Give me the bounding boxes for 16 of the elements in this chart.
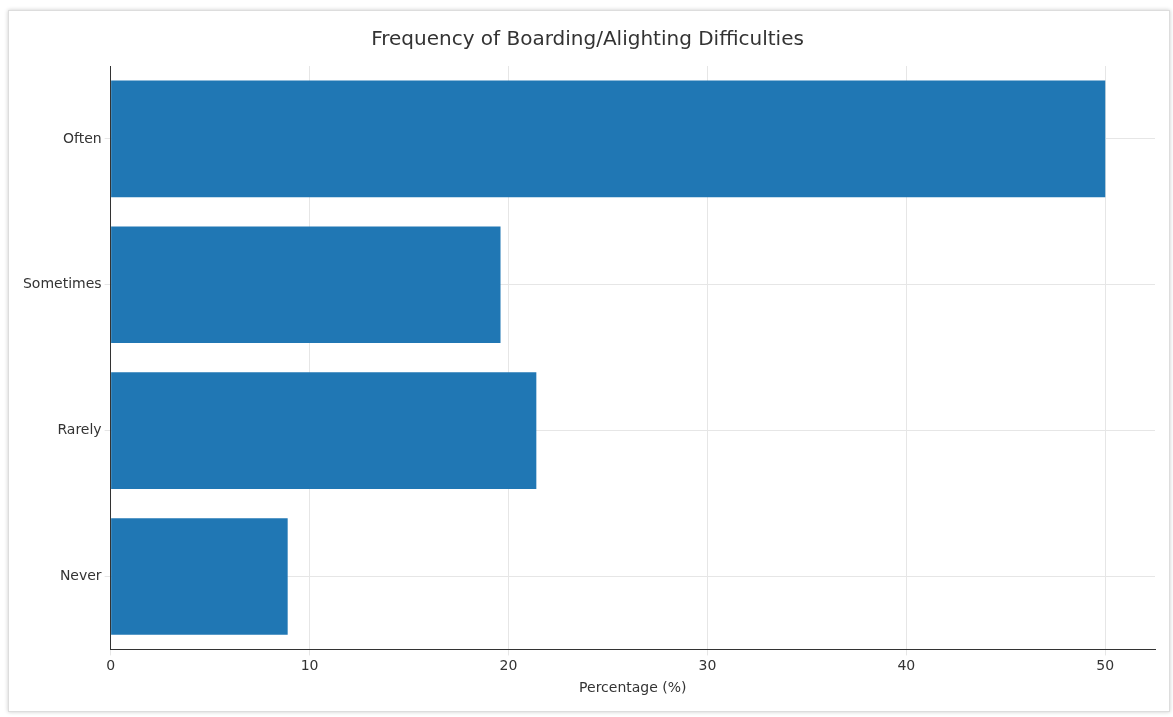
- y-tick-label: Never: [59, 567, 102, 584]
- x-tick-label: 50: [1096, 657, 1115, 674]
- chart-title: Frequency of Boarding/Alighting Difficulties: [371, 26, 804, 51]
- y-tick-label: Often: [62, 129, 102, 146]
- bar: [111, 226, 501, 344]
- y-tick-label: Rarely: [57, 421, 102, 438]
- y-tick-label: Sometimes: [22, 275, 102, 292]
- x-tick-label: 40: [897, 657, 916, 674]
- x-tick-label: 10: [300, 657, 319, 674]
- bar: [111, 80, 1106, 198]
- bar: [111, 372, 537, 489]
- x-axis-title: Percentage (%): [579, 679, 687, 696]
- bar: [111, 518, 288, 635]
- x-tick-label: 20: [499, 657, 518, 674]
- x-tick-label: 30: [698, 657, 717, 674]
- x-tick-label: 0: [106, 657, 116, 674]
